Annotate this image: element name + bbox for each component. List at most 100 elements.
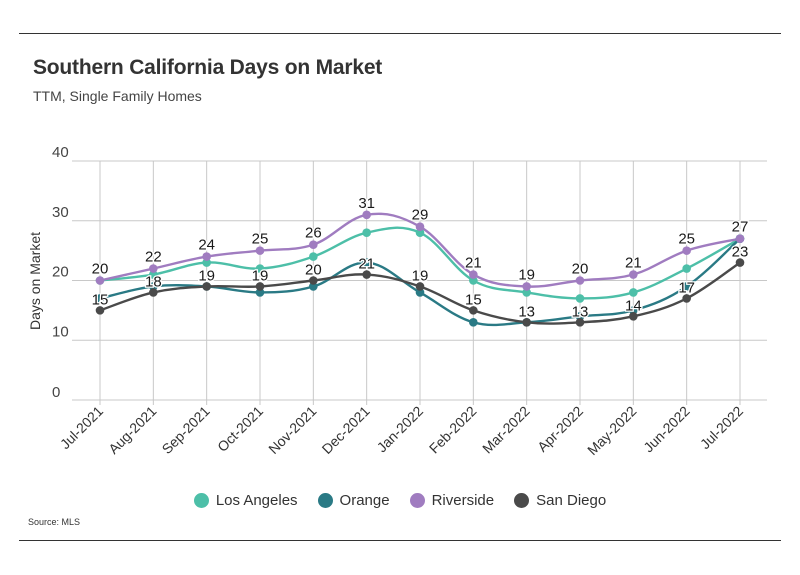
data-point-riverside-jan-2022 — [415, 222, 425, 232]
y-tick-label-20: 20 — [52, 264, 69, 281]
data-label-riverside-apr-2022: 20 — [572, 261, 589, 278]
x-tick-label-apr-2022: Apr-2022 — [534, 403, 586, 455]
data-point-riverside-may-2022 — [629, 270, 638, 279]
legend-label-san-diego: San Diego — [536, 492, 607, 509]
data-point-riverside-sep-2021 — [202, 252, 211, 261]
data-point-los-angeles-may-2022 — [629, 288, 638, 297]
data-point-orange-jun-2022 — [682, 282, 691, 291]
data-label-san-diego-oct-2021: 19 — [252, 267, 269, 284]
data-point-orange-dec-2021 — [362, 258, 371, 267]
chart-title: Southern California Days on Market — [33, 56, 383, 79]
data-label-san-diego-feb-2022: 15 — [465, 291, 482, 308]
data-point-orange-oct-2021 — [255, 288, 265, 297]
data-label-riverside-jul-2022: 27 — [732, 219, 749, 236]
legend-swatch-san-diego — [514, 493, 530, 508]
data-label-riverside-jul-2021: 20 — [92, 261, 109, 278]
data-point-los-angeles-sep-2021 — [202, 258, 211, 267]
legend-item-san-diego: San Diego — [514, 492, 606, 509]
data-label-riverside-aug-2021: 22 — [145, 249, 162, 266]
x-tick-label-feb-2022: Feb-2022 — [426, 403, 480, 457]
data-label-san-diego-jul-2021: 15 — [92, 291, 109, 308]
data-label-riverside-dec-2021: 31 — [358, 195, 375, 212]
data-point-orange-may-2022 — [629, 306, 638, 315]
data-point-riverside-aug-2021 — [149, 264, 158, 273]
data-point-riverside-dec-2021 — [362, 210, 371, 220]
x-tick-label-sep-2021: Sep-2021 — [159, 403, 213, 457]
data-label-riverside-mar-2022: 19 — [518, 266, 535, 283]
x-tick-label-mar-2022: Mar-2022 — [479, 403, 533, 457]
data-label-riverside-feb-2022: 21 — [465, 255, 482, 272]
data-point-los-angeles-oct-2021 — [255, 264, 265, 273]
legend-swatch-los-angeles — [193, 493, 209, 508]
data-point-riverside-feb-2022 — [469, 270, 478, 279]
y-tick-label-0: 0 — [52, 384, 60, 401]
legend-item-riverside: Riverside — [409, 492, 495, 509]
legend-item-los-angeles: Los Angeles — [193, 492, 298, 509]
chart-subtitle: TTM, Single Family Homes — [33, 88, 202, 104]
data-point-san-diego-apr-2022 — [575, 318, 585, 327]
data-point-los-angeles-jun-2022 — [682, 264, 691, 273]
data-point-orange-nov-2021 — [309, 282, 318, 291]
y-tick-label-10: 10 — [52, 323, 69, 340]
bottom-rule — [19, 540, 781, 541]
legend-label-los-angeles: Los Angeles — [215, 492, 298, 509]
data-label-riverside-jun-2022: 25 — [678, 231, 695, 248]
data-label-riverside-sep-2021: 24 — [198, 237, 215, 254]
data-point-san-diego-dec-2021 — [362, 270, 371, 279]
data-label-san-diego-apr-2022: 13 — [572, 303, 589, 320]
x-tick-label-oct-2021: Oct-2021 — [214, 403, 266, 455]
data-point-los-angeles-jan-2022 — [415, 228, 425, 237]
data-label-san-diego-jan-2022: 19 — [412, 267, 429, 284]
legend-swatch-riverside — [409, 493, 425, 508]
data-point-orange-jan-2022 — [415, 288, 425, 297]
data-point-san-diego-jan-2022 — [415, 282, 425, 291]
y-tick-label-40: 40 — [52, 144, 69, 161]
data-point-riverside-jul-2021 — [95, 276, 105, 285]
data-point-san-diego-sep-2021 — [202, 282, 211, 291]
data-point-los-angeles-aug-2021 — [149, 270, 158, 279]
y-axis-title: Days on Market — [27, 232, 43, 330]
data-point-san-diego-aug-2021 — [149, 288, 158, 297]
data-label-san-diego-aug-2021: 18 — [145, 273, 162, 290]
data-point-los-angeles-nov-2021 — [309, 252, 318, 261]
x-tick-label-jun-2022: Jun-2022 — [640, 403, 693, 456]
data-point-los-angeles-dec-2021 — [362, 228, 371, 237]
data-label-riverside-oct-2021: 25 — [252, 231, 269, 248]
legend-label-orange: Orange — [339, 492, 390, 509]
chart-legend: Los Angeles Orange Riverside San Diego — [0, 492, 800, 509]
data-point-riverside-nov-2021 — [309, 240, 318, 249]
x-tick-label-jan-2022: Jan-2022 — [374, 403, 427, 456]
x-tick-label-may-2022: May-2022 — [584, 403, 639, 458]
data-point-san-diego-oct-2021 — [255, 282, 265, 291]
data-point-san-diego-jul-2021 — [95, 306, 105, 315]
x-tick-label-jul-2022: Jul-2022 — [697, 403, 746, 452]
data-point-orange-aug-2021 — [149, 282, 158, 291]
data-point-san-diego-nov-2021 — [309, 276, 318, 285]
x-tick-label-aug-2021: Aug-2021 — [105, 403, 159, 457]
data-label-san-diego-jul-2022: 23 — [732, 244, 749, 261]
data-label-san-diego-sep-2021: 19 — [198, 267, 215, 284]
data-label-riverside-jan-2022: 29 — [412, 207, 429, 224]
y-tick-label-30: 30 — [52, 204, 69, 221]
data-point-orange-jul-2021 — [95, 294, 105, 303]
data-point-san-diego-feb-2022 — [469, 306, 478, 315]
data-point-los-angeles-feb-2022 — [469, 276, 478, 285]
legend-item-orange: Orange — [317, 492, 390, 509]
source-note: Source: MLS — [28, 517, 81, 527]
data-point-riverside-oct-2021 — [255, 246, 265, 255]
data-label-san-diego-dec-2021: 21 — [358, 256, 375, 273]
data-point-san-diego-mar-2022 — [522, 318, 531, 327]
data-point-los-angeles-mar-2022 — [522, 288, 531, 297]
data-point-orange-feb-2022 — [469, 318, 478, 327]
data-label-san-diego-nov-2021: 20 — [305, 262, 322, 279]
x-tick-label-dec-2021: Dec-2021 — [319, 403, 373, 457]
data-point-san-diego-jul-2022 — [735, 258, 745, 267]
data-label-san-diego-mar-2022: 13 — [518, 303, 535, 320]
data-label-riverside-may-2022: 21 — [625, 255, 642, 272]
x-tick-label-jul-2021: Jul-2021 — [57, 403, 106, 452]
data-point-riverside-mar-2022 — [522, 282, 531, 291]
data-point-riverside-jul-2022 — [735, 234, 745, 243]
data-label-san-diego-jun-2022: 17 — [678, 279, 695, 296]
legend-label-riverside: Riverside — [431, 492, 495, 509]
